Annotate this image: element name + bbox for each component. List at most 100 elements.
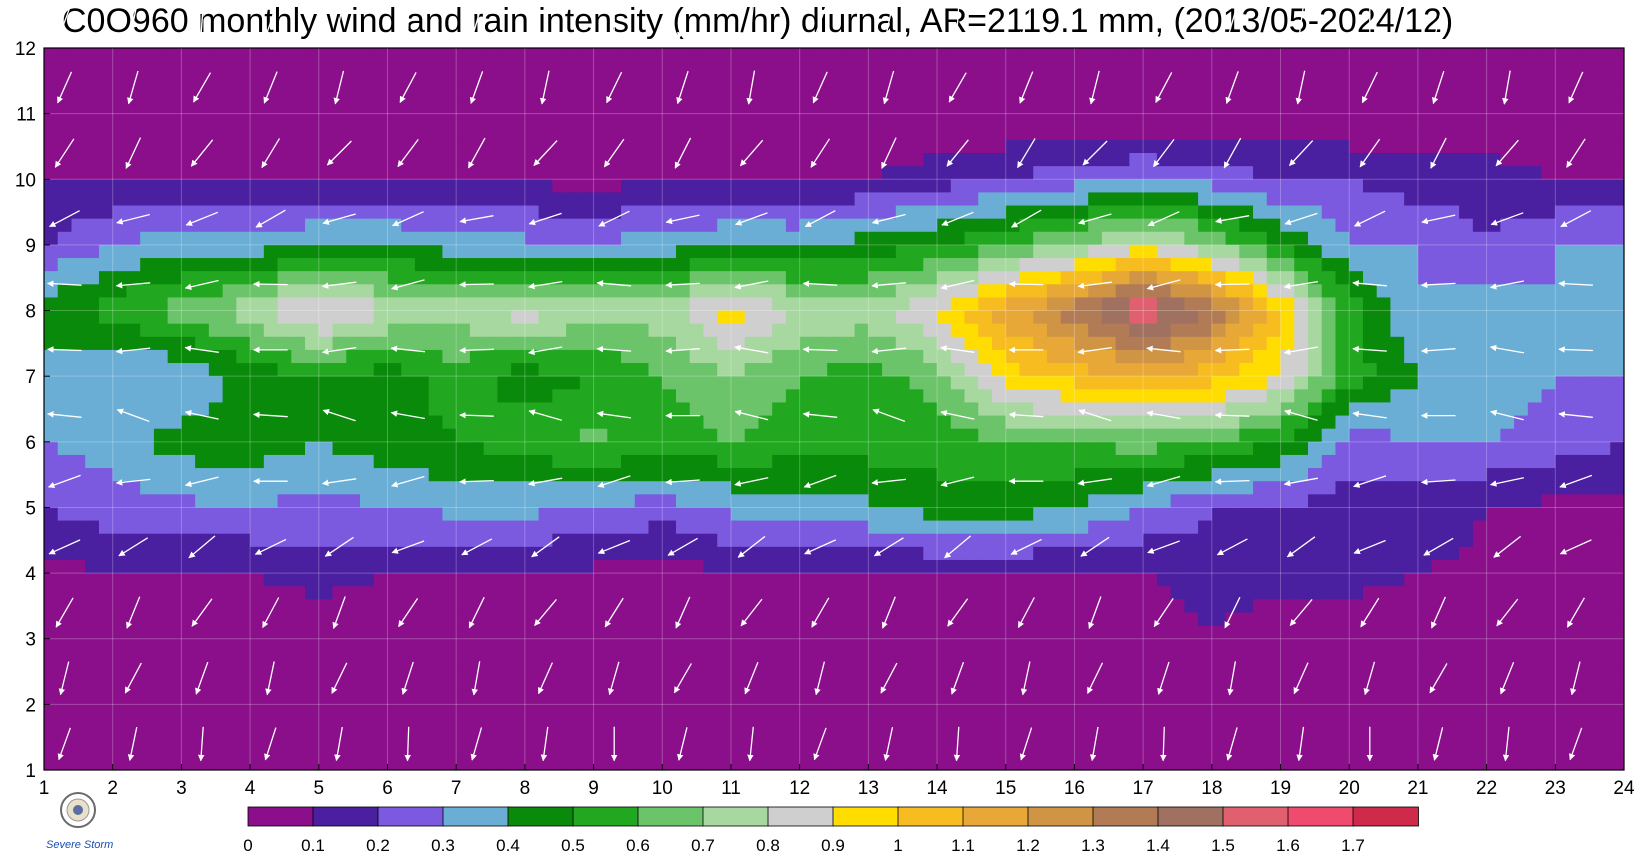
field-cell (1253, 297, 1268, 312)
field-cell (758, 218, 773, 233)
field-cell (497, 546, 512, 561)
field-cell (1225, 205, 1240, 220)
field-cell (689, 113, 705, 128)
field-cell (978, 218, 993, 233)
field-cell (387, 559, 402, 574)
field-cell (497, 48, 512, 62)
field-cell (1143, 376, 1158, 390)
field-cell (607, 258, 622, 272)
field-cell (44, 494, 59, 509)
field-cell (717, 284, 732, 299)
field-cell (1266, 389, 1282, 404)
field-cell (181, 113, 196, 128)
field-cell (1005, 559, 1021, 574)
field-cell (662, 428, 677, 443)
field-cell (662, 349, 677, 364)
field-cell (1156, 363, 1172, 377)
field-cell (744, 454, 760, 469)
field-cell (964, 166, 979, 180)
field-cell (153, 573, 169, 587)
field-cell (469, 481, 485, 495)
field-cell (964, 48, 979, 62)
field-cell (799, 61, 814, 75)
field-cell (799, 376, 814, 390)
field-cell (1253, 179, 1268, 193)
field-cell (1225, 349, 1240, 364)
field-cell (1060, 678, 1076, 692)
field-cell (456, 468, 471, 482)
field-cell (538, 166, 553, 180)
field-cell (428, 376, 444, 390)
field-cell (153, 625, 169, 640)
field-cell (1060, 100, 1076, 115)
field-cell (250, 179, 265, 193)
field-cell (1046, 218, 1062, 233)
field-cell (1033, 664, 1048, 679)
field-cell (1198, 533, 1213, 548)
field-cell (1211, 533, 1227, 548)
field-cell (785, 481, 801, 495)
field-cell (785, 664, 801, 679)
field-cell (511, 494, 526, 509)
field-cell (1046, 441, 1062, 456)
field-cell (497, 218, 512, 233)
field-cell (140, 678, 155, 692)
field-cell (524, 297, 540, 312)
field-cell (181, 507, 196, 522)
field-cell (1225, 244, 1240, 259)
field-cell (236, 231, 251, 246)
field-cell (497, 100, 512, 115)
field-cell (1225, 599, 1240, 614)
field-cell (676, 297, 691, 312)
field-cell (277, 218, 292, 233)
field-cell (1253, 271, 1268, 285)
field-cell (44, 74, 59, 88)
field-cell (895, 363, 911, 377)
field-cell (1253, 507, 1268, 522)
field-cell (140, 586, 155, 600)
field-cell (676, 586, 691, 600)
field-cell (689, 664, 705, 679)
field-cell (98, 454, 114, 469)
field-cell (153, 166, 169, 180)
field-cell (758, 310, 773, 325)
field-cell (758, 284, 773, 299)
field-cell (442, 179, 457, 193)
field-cell (1101, 638, 1117, 653)
field-cell (167, 625, 182, 640)
field-cell (1198, 638, 1213, 653)
field-cell (1129, 349, 1144, 364)
field-cell (895, 546, 911, 561)
field-cell (1101, 179, 1117, 193)
field-cell (373, 441, 389, 456)
field-cell (387, 349, 402, 364)
field-cell (566, 481, 581, 495)
field-cell (827, 586, 842, 600)
field-cell (1005, 87, 1021, 102)
field-cell (236, 717, 251, 732)
field-cell (703, 678, 718, 692)
field-cell (222, 100, 237, 115)
field-cell (442, 573, 457, 587)
field-cell (346, 87, 361, 102)
field-cell (1184, 166, 1199, 180)
field-cell (167, 717, 182, 732)
field-cell (689, 454, 705, 469)
field-cell (730, 349, 746, 364)
field-cell (1115, 258, 1130, 272)
field-cell (827, 625, 842, 640)
field-cell (1019, 520, 1034, 535)
field-cell (785, 638, 801, 653)
field-cell (950, 454, 966, 469)
field-cell (648, 231, 663, 246)
field-cell (236, 651, 251, 666)
field-cell (401, 389, 416, 404)
field-cell (167, 454, 182, 469)
field-cell (978, 244, 993, 259)
field-cell (360, 153, 375, 167)
field-cell (634, 349, 650, 364)
field-cell (497, 271, 512, 285)
field-cell (730, 507, 746, 522)
field-cell (71, 546, 86, 561)
field-cell (250, 573, 265, 587)
